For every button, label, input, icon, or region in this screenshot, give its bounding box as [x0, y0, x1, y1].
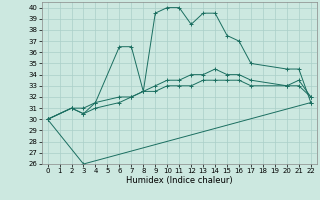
X-axis label: Humidex (Indice chaleur): Humidex (Indice chaleur)	[126, 176, 233, 185]
